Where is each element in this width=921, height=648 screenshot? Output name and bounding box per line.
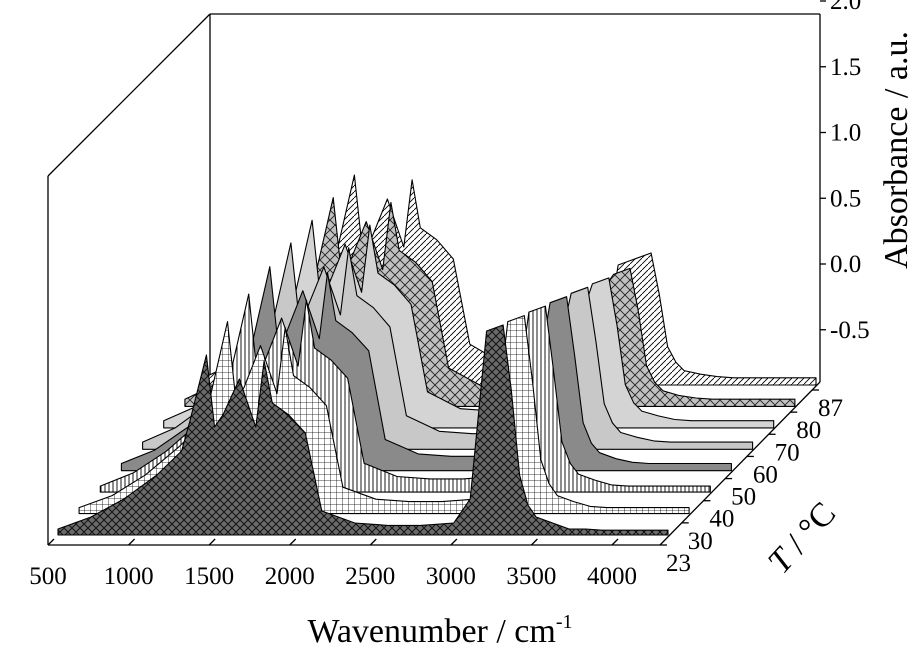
x-tick-3500 [530, 538, 538, 546]
series-layer [57, 174, 817, 536]
x-tick-4000 [611, 538, 619, 546]
y-tick-label-1.5: 1.5 [830, 54, 861, 81]
z-tick-label-40: 40 [709, 506, 734, 533]
y-ticks: -0.5 0.0 0.5 1.0 1.5 2.0 [820, 0, 870, 344]
x-tick-label-1000: 1000 [104, 563, 154, 590]
x-axis-title-superscript: -1 [556, 611, 573, 633]
x-tick-1500 [208, 538, 216, 546]
z-tick-label-50: 50 [731, 484, 756, 511]
y-tick-label-1.0: 1.0 [830, 120, 861, 147]
z-axis-line [659, 381, 821, 546]
z-tick-label-80: 80 [796, 417, 821, 444]
z-tick-label-30: 30 [688, 528, 713, 555]
z-tick-label-23: 23 [666, 550, 691, 577]
x-tick-label-2000: 2000 [265, 563, 315, 590]
series-23C-spectrum [57, 324, 669, 536]
frame-top-left-edge [47, 13, 211, 177]
x-axis-title: Wavenumber / cm-1 [307, 611, 572, 648]
y-tick-label--0.5: -0.5 [830, 317, 870, 344]
x-axis-title-text: Wavenumber / cm [307, 613, 555, 648]
x-tick-2500 [369, 538, 377, 546]
y-tick-label-2.0: 2.0 [830, 0, 861, 15]
x-ticks: 500 1000 1500 2000 2500 3000 3500 4000 [29, 538, 637, 590]
x-tick-500 [47, 538, 55, 546]
x-tick-label-3500: 3500 [506, 563, 556, 590]
x-tick-label-1500: 1500 [184, 563, 234, 590]
x-tick-1000 [128, 538, 136, 546]
y-tick-label-0.5: 0.5 [830, 185, 861, 212]
x-tick-label-500: 500 [29, 563, 67, 590]
x-tick-3000 [450, 538, 458, 546]
z-tick-label-87: 87 [818, 395, 843, 422]
x-tick-label-3000: 3000 [426, 563, 476, 590]
x-tick-label-4000: 4000 [587, 563, 637, 590]
y-axis-title: Absorbance / a.u. [878, 31, 915, 269]
z-tick-label-60: 60 [753, 461, 778, 488]
x-tick-label-2500: 2500 [345, 563, 395, 590]
y-tick-label-0.0: 0.0 [830, 251, 861, 278]
z-axis-title: T / °C [761, 495, 843, 580]
z-tick-label-70: 70 [775, 439, 800, 466]
x-tick-2000 [289, 538, 297, 546]
